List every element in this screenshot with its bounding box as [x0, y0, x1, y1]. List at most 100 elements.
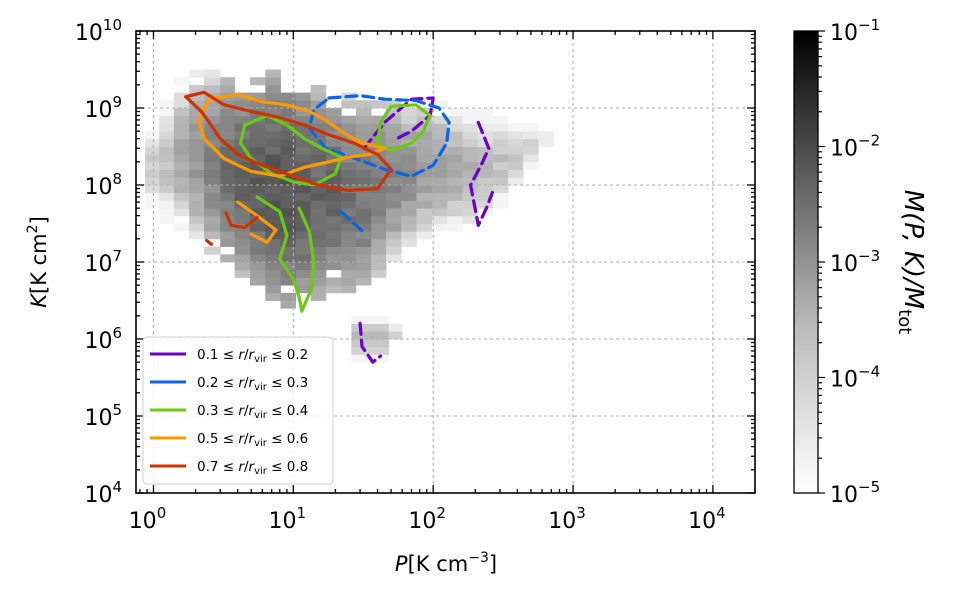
- heatmap-cell: [341, 231, 357, 240]
- heatmap-cell: [204, 215, 221, 224]
- heatmap-cell: [173, 108, 190, 117]
- heatmap-cell: [250, 223, 266, 232]
- heatmap-cell: [401, 192, 417, 201]
- contour-line: [362, 96, 435, 150]
- heatmap-cell: [447, 154, 463, 163]
- heatmap-cell: [280, 292, 297, 301]
- heatmap-cell: [431, 146, 448, 155]
- heatmap-cell: [523, 131, 539, 140]
- heatmap-cell: [401, 131, 417, 140]
- heatmap-cell: [280, 108, 297, 117]
- heatmap-cell: [341, 123, 357, 132]
- heatmap-cell: [189, 231, 205, 240]
- heatmap-cell: [416, 131, 433, 140]
- heatmap-cell: [341, 169, 357, 178]
- heatmap-cell: [371, 254, 387, 263]
- heatmap-cell: [250, 177, 266, 186]
- heatmap-cell: [280, 131, 297, 140]
- heatmap-cell: [234, 246, 251, 255]
- heatmap-cell: [295, 100, 312, 109]
- x-tick-label: 101: [269, 504, 307, 534]
- heatmap-cell: [310, 192, 327, 201]
- heatmap-cell: [280, 215, 297, 224]
- heatmap-cell: [371, 154, 387, 163]
- heatmap-cell: [280, 254, 297, 263]
- heatmap-cell: [159, 115, 175, 124]
- heatmap-cell: [401, 154, 417, 163]
- heatmap-cell: [295, 131, 312, 140]
- x-tick-labels: 100 101 102 103 104: [129, 504, 726, 534]
- heatmap-cell: [173, 169, 190, 178]
- heatmap-cell: [234, 123, 251, 132]
- heatmap-cell: [371, 246, 387, 255]
- heatmap-cell: [159, 208, 175, 217]
- heatmap-cell: [220, 108, 235, 117]
- heatmap-cell: [189, 92, 205, 101]
- heatmap-cell: [341, 277, 357, 286]
- colorbar-gradient: [793, 30, 819, 494]
- heatmap-cell: [189, 100, 205, 109]
- heatmap-cell: [250, 92, 266, 101]
- heatmap-cell: [492, 185, 509, 194]
- heatmap-cell: [447, 200, 463, 209]
- heatmap-cell: [325, 223, 342, 232]
- heatmap-cell: [371, 177, 387, 186]
- heatmap-cell: [508, 146, 524, 155]
- heatmap-cell: [355, 123, 372, 132]
- heatmap-cell: [189, 115, 205, 124]
- heatmap-cell: [280, 200, 297, 209]
- heatmap-cell: [447, 215, 463, 224]
- heatmap-cell: [265, 208, 281, 217]
- heatmap-cell: [234, 100, 251, 109]
- heatmap-cell: [295, 277, 312, 286]
- contour-line: [255, 195, 316, 313]
- heatmap-cell: [189, 84, 205, 93]
- heatmap-cell: [173, 77, 190, 86]
- heatmap-cell: [355, 238, 372, 247]
- heatmap-cell: [401, 231, 417, 240]
- heatmap-cell: [234, 108, 251, 117]
- heatmap-cell: [325, 238, 342, 247]
- legend: 0.1 ≤ r/rvir ≤ 0.2 0.2 ≤ r/rvir ≤ 0.3 0.3 …: [142, 336, 334, 485]
- heatmap-cell: [341, 177, 357, 186]
- heatmap-cell: [265, 262, 281, 271]
- colorbar-tick-label: 10−1: [830, 16, 880, 46]
- heatmap-cell: [250, 146, 266, 155]
- heatmap-cell: [295, 138, 312, 147]
- heatmap-cell: [310, 115, 327, 124]
- heatmap-cell: [401, 115, 417, 124]
- heatmap-cell: [250, 185, 266, 194]
- heatmap-cell: [416, 192, 433, 201]
- heatmap-cell: [204, 208, 221, 217]
- heatmap-cell: [325, 115, 342, 124]
- colorbar-tick-label: 10−4: [830, 363, 880, 393]
- heatmap-cell: [447, 108, 463, 117]
- y-axis-label: K[K cm2]: [25, 216, 51, 308]
- legend-label: 0.3 ≤ r/rvir ≤ 0.4: [197, 403, 308, 421]
- heatmap-cell: [265, 84, 281, 93]
- heatmap-cell: [280, 146, 297, 155]
- heatmap-cell: [265, 77, 281, 86]
- heatmap-cell: [431, 161, 448, 170]
- heatmap-cell: [295, 246, 312, 255]
- heatmap-cell: [416, 231, 433, 240]
- heatmap-cell: [341, 115, 357, 124]
- heatmap-cell: [310, 108, 327, 117]
- heatmap-cell: [234, 231, 251, 240]
- heatmap-cell: [265, 154, 281, 163]
- heatmap-cell: [447, 138, 463, 147]
- heatmap-cell: [295, 262, 312, 271]
- colorbar: 10−5 10−4 10−3 10−2 10−1 M(P, K)/Mtot: [793, 16, 928, 508]
- heatmap-cell: [341, 100, 357, 109]
- legend-label: 0.2 ≤ r/rvir ≤ 0.3: [197, 375, 308, 393]
- heatmap-cell: [386, 231, 402, 240]
- heatmap-cell: [351, 331, 390, 340]
- heatmap-cell: [386, 131, 402, 140]
- heatmap-cell: [204, 146, 221, 155]
- heatmap-cell: [431, 131, 448, 140]
- contour-line: [236, 200, 278, 244]
- heatmap-cell: [325, 262, 342, 271]
- heatmap-cell: [401, 146, 417, 155]
- heatmap-cell: [508, 154, 524, 163]
- heatmap-cell: [250, 262, 266, 271]
